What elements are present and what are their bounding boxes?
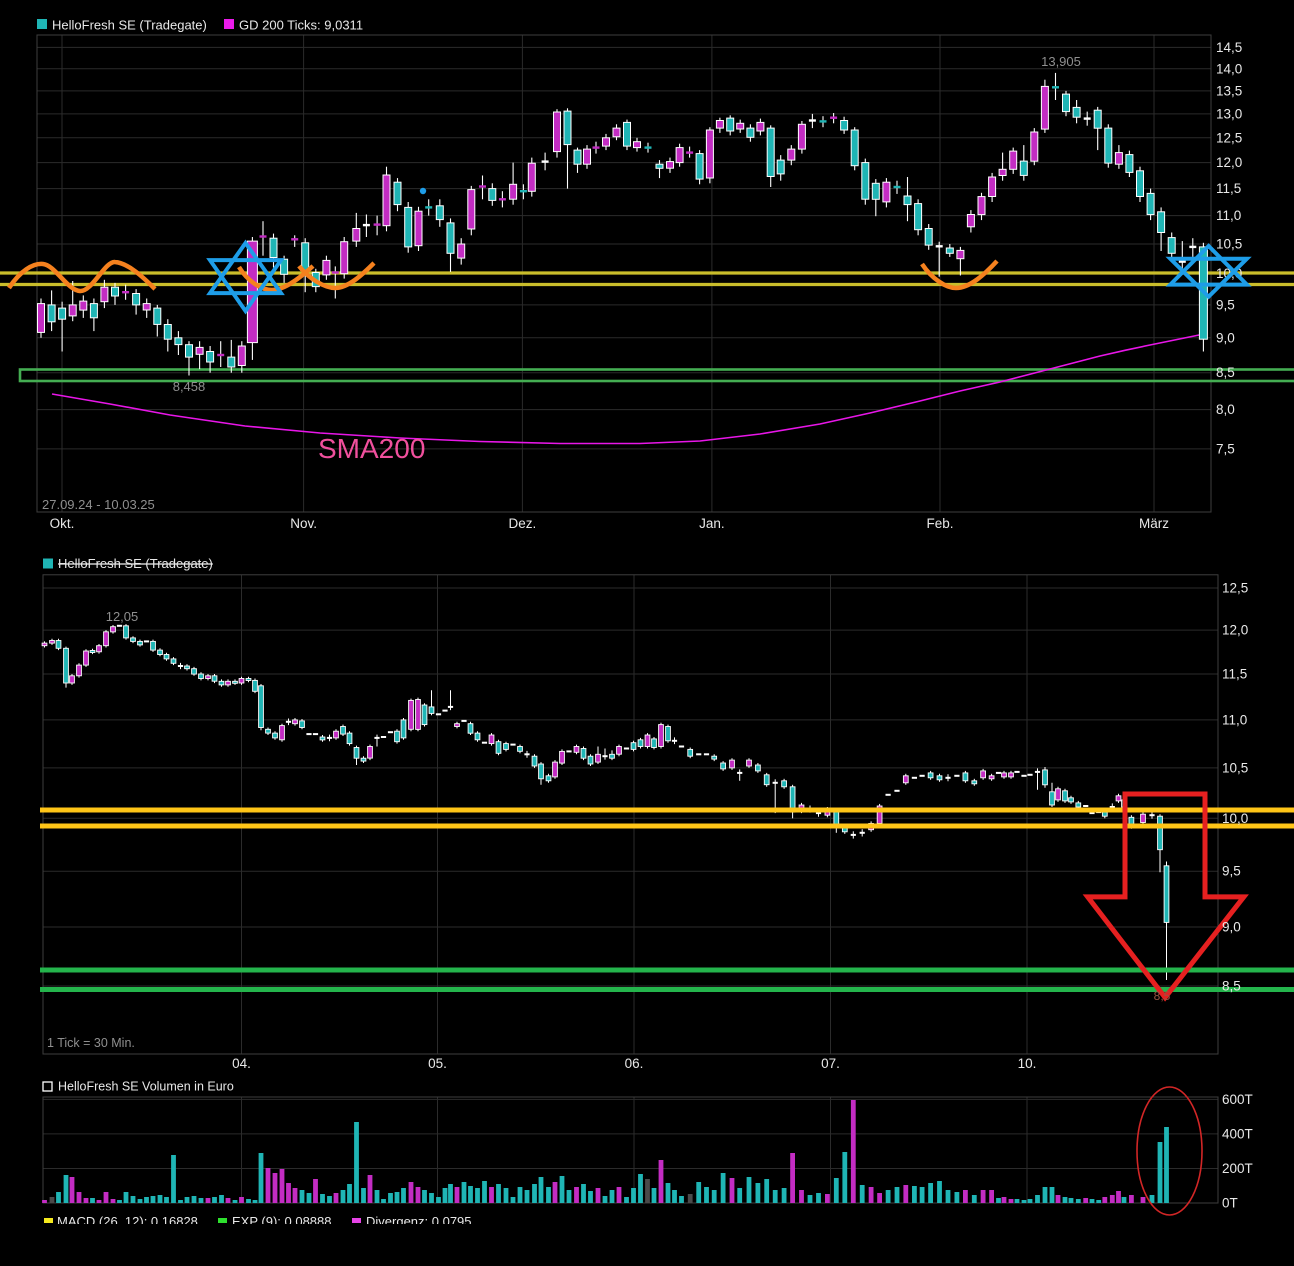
svg-text:Nov.: Nov. [290,516,317,531]
svg-text:10.: 10. [1018,1056,1037,1071]
svg-text:8,0: 8,0 [1216,402,1235,417]
svg-text:9,0: 9,0 [1222,920,1241,935]
svg-text:12,5: 12,5 [1216,130,1242,145]
svg-text:HelloFresh SE (Tradegate): HelloFresh SE (Tradegate) [52,18,207,33]
svg-text:Dez.: Dez. [509,516,537,531]
svg-text:06.: 06. [625,1056,644,1071]
svg-text:14,0: 14,0 [1216,61,1242,76]
svg-text:12,0: 12,0 [1222,623,1248,638]
svg-text:12,05: 12,05 [106,609,139,624]
svg-text:8,5: 8,5 [1222,979,1241,994]
svg-text:13,5: 13,5 [1216,83,1242,98]
svg-text:7,5: 7,5 [1216,441,1235,456]
svg-text:200T: 200T [1222,1161,1253,1176]
svg-text:10,5: 10,5 [1222,760,1248,775]
svg-text:12,0: 12,0 [1216,155,1242,170]
svg-text:400T: 400T [1222,1126,1253,1141]
svg-text:11,5: 11,5 [1222,667,1247,682]
svg-text:12,5: 12,5 [1222,581,1248,596]
svg-text:Okt.: Okt. [50,516,75,531]
svg-text:10,5: 10,5 [1216,237,1242,252]
svg-text:27.09.24 - 10.03.25: 27.09.24 - 10.03.25 [42,497,155,512]
svg-text:8,5: 8,5 [1216,365,1235,380]
svg-text:HelloFresh SE Volumen in Euro: HelloFresh SE Volumen in Euro [58,1080,234,1094]
svg-text:März: März [1139,516,1169,531]
svg-text:07.: 07. [821,1056,840,1071]
svg-text:0T: 0T [1222,1196,1238,1211]
svg-text:13,0: 13,0 [1216,106,1242,121]
svg-text:Jan.: Jan. [699,516,725,531]
svg-text:11,5: 11,5 [1216,181,1241,196]
svg-text:600T: 600T [1222,1092,1253,1107]
svg-text:9,5: 9,5 [1216,297,1235,312]
svg-text:GD 200 Ticks: 9,0311: GD 200 Ticks: 9,0311 [239,18,363,33]
svg-text:Feb.: Feb. [926,516,953,531]
svg-text:9,5: 9,5 [1222,864,1241,879]
svg-text:SMA200: SMA200 [318,433,425,464]
svg-text:9,0: 9,0 [1216,330,1235,345]
svg-text:8,458: 8,458 [173,379,206,394]
svg-text:8,5: 8,5 [1154,989,1171,1003]
svg-text:04.: 04. [232,1056,251,1071]
svg-text:1 Tick = 30 Min.: 1 Tick = 30 Min. [47,1036,135,1050]
svg-text:HelloFresh SE (Tradegate): HelloFresh SE (Tradegate) [58,556,213,571]
svg-text:05.: 05. [428,1056,447,1071]
svg-text:14,5: 14,5 [1216,40,1242,55]
svg-text:11,0: 11,0 [1222,712,1247,727]
svg-text:13,905: 13,905 [1041,54,1081,69]
svg-text:11,0: 11,0 [1216,208,1241,223]
svg-text:10,0: 10,0 [1222,811,1248,826]
